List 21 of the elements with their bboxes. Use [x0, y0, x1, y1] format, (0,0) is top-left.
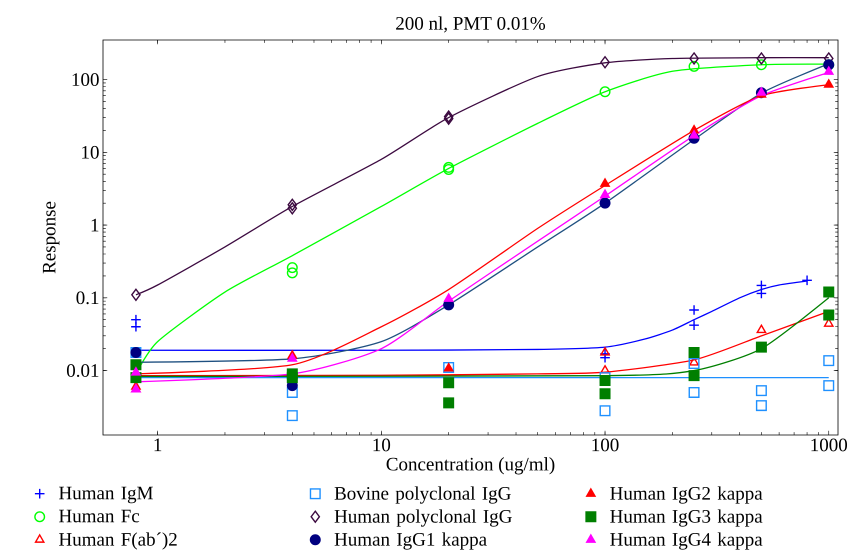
- x-axis-title: Concentration (ug/ml): [386, 457, 554, 474]
- legend-label: Human IgG4 kappa: [610, 532, 762, 550]
- legend-label: Bovine polyclonal IgG: [334, 486, 511, 504]
- y-tick-label: 0.01: [66, 364, 98, 377]
- legend-label: Human polyclonal IgG: [334, 509, 512, 527]
- y-tick-label: 10: [82, 146, 99, 159]
- x-tick-label: 1: [154, 438, 162, 452]
- x-tick-label: 100: [592, 438, 619, 452]
- legend-label: Human Fc: [59, 510, 140, 522]
- y-tick-label: 100: [72, 73, 99, 86]
- y-axis-title: Response: [42, 202, 60, 274]
- legend-label: Human IgG1 kappa: [334, 532, 487, 550]
- y-tick-label: 0.1: [76, 291, 98, 304]
- legend-label: Human IgG3 kappa: [610, 509, 762, 527]
- legend-label: Human F(ab´)2: [59, 532, 177, 550]
- x-tick-label: 10: [374, 438, 390, 452]
- legend-label: Human IgG2 kappa: [610, 486, 762, 504]
- chart-title: 200 nl, PMT 0.01%: [396, 16, 546, 32]
- x-tick-label: 1000: [811, 438, 848, 452]
- legend-label: Human IgM: [59, 486, 153, 504]
- y-tick-label: 1: [92, 218, 98, 232]
